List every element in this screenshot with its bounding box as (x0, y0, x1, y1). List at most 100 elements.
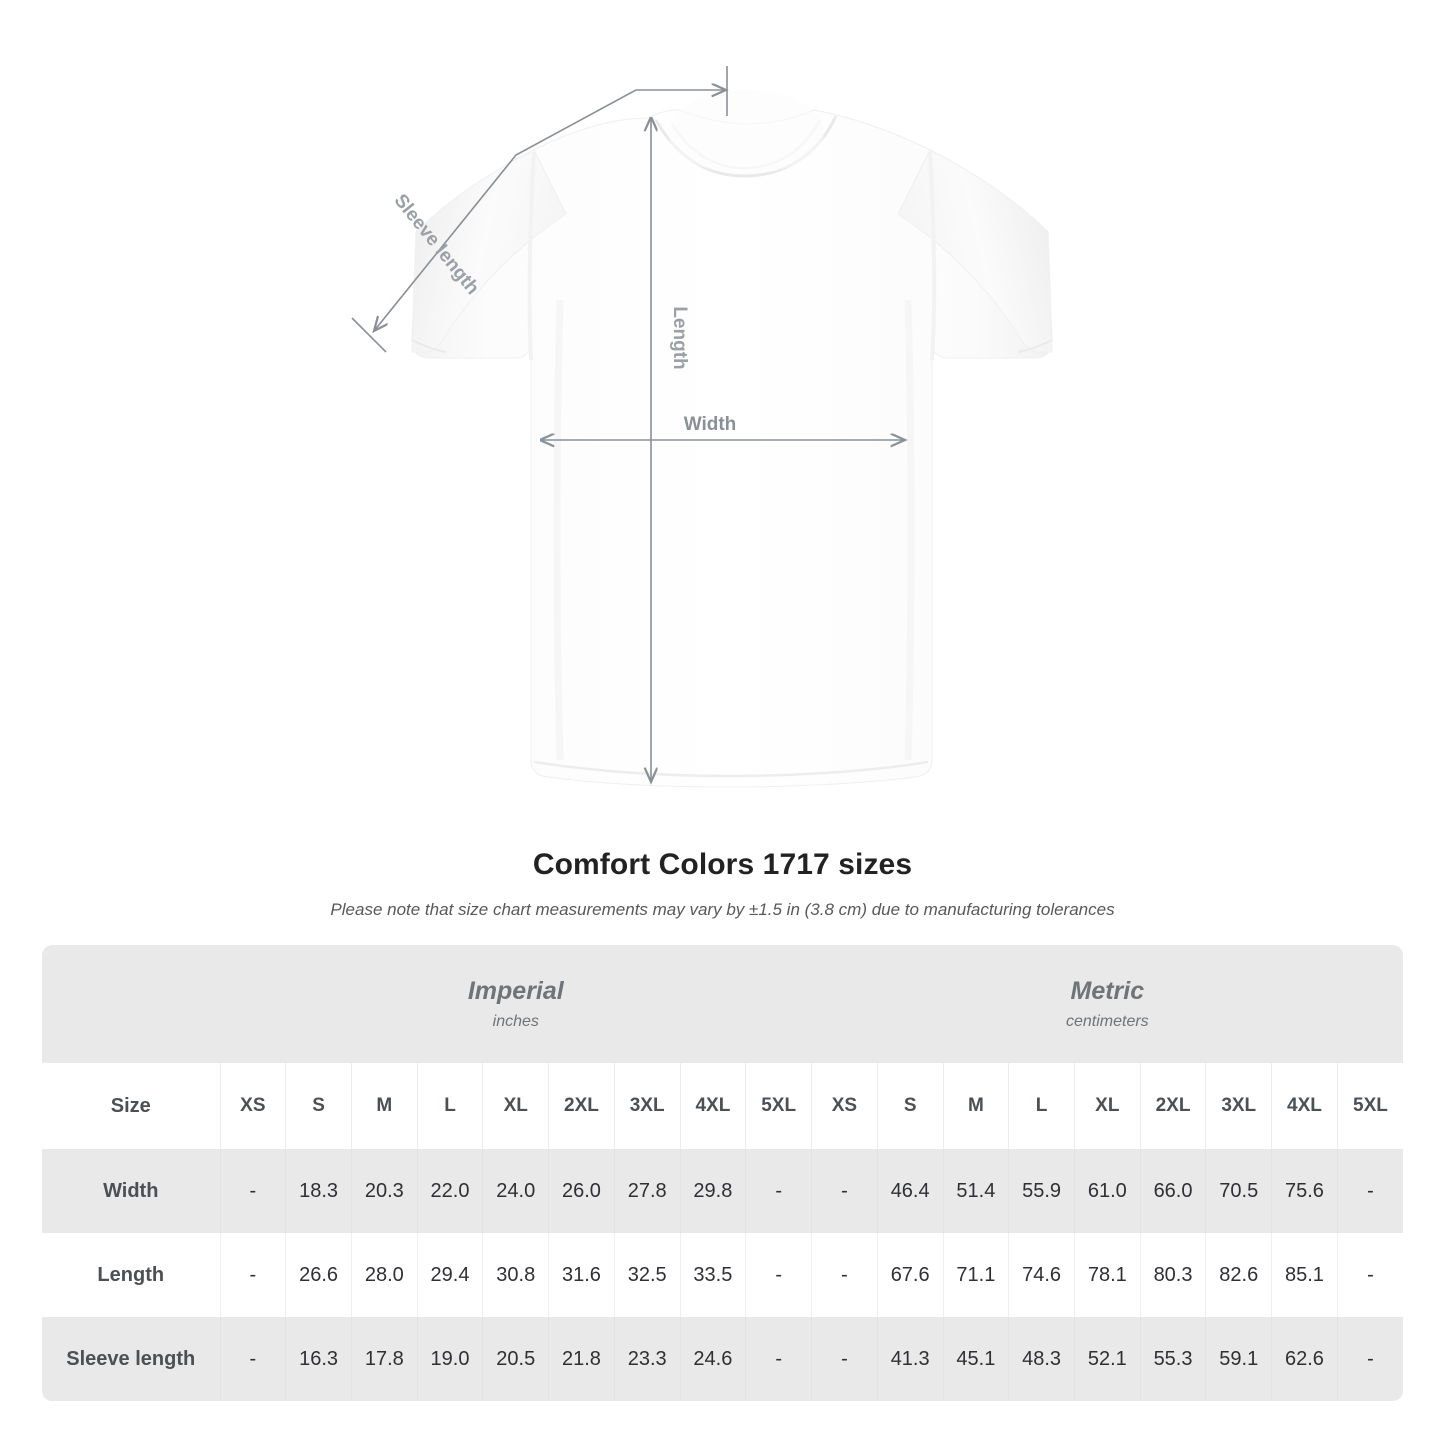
cell-imperial: 24.0 (482, 1149, 549, 1233)
size-header-metric-5xl: 5XL (1336, 1063, 1403, 1149)
cell-imperial: 28.0 (350, 1233, 418, 1317)
tshirt-shape (411, 90, 1053, 788)
cell-metric: 55.3 (1139, 1317, 1206, 1401)
cell-metric: 70.5 (1205, 1149, 1272, 1233)
cell-imperial: 16.3 (285, 1317, 352, 1401)
cell-imperial: 18.3 (285, 1149, 352, 1233)
unit-banner-spacer (42, 945, 220, 1063)
size-header-metric-3xl: 3XL (1205, 1063, 1272, 1149)
width-label: Width (684, 414, 737, 435)
cell-metric: 52.1 (1073, 1317, 1141, 1401)
size-header-imperial-m: M (350, 1063, 418, 1149)
unit-group-metric: Metric centimeters (811, 945, 1403, 1063)
cell-metric: - (811, 1233, 878, 1317)
cell-metric: 41.3 (876, 1317, 944, 1401)
cell-metric: 61.0 (1073, 1149, 1141, 1233)
size-header-imperial-xs: XS (219, 1063, 286, 1149)
cell-metric: 48.3 (1008, 1317, 1075, 1401)
cell-metric: 75.6 (1271, 1149, 1338, 1233)
sleeve-length-measure-line (374, 89, 637, 331)
cell-imperial: 30.8 (482, 1233, 549, 1317)
tshirt-armhole-left (527, 151, 536, 361)
cell-imperial: - (219, 1149, 286, 1233)
cell-imperial: - (745, 1149, 812, 1233)
cell-imperial: 26.6 (285, 1233, 352, 1317)
cell-metric: 74.6 (1008, 1233, 1075, 1317)
cell-metric: - (1336, 1317, 1403, 1401)
row-label-width: Width (42, 1149, 220, 1233)
cell-imperial: - (745, 1317, 812, 1401)
size-header-imperial-xl: XL (482, 1063, 549, 1149)
cell-imperial: 32.5 (613, 1233, 681, 1317)
size-chart-table: Imperial inches Metric centimeters Size XS S M L… (42, 945, 1403, 1401)
unit-group-subtitle: centimeters (1065, 1012, 1149, 1030)
cell-metric: - (811, 1317, 878, 1401)
cell-imperial: 19.0 (416, 1317, 483, 1401)
cell-metric: - (1336, 1149, 1403, 1233)
tshirt-right-sleeve (897, 149, 1053, 353)
size-header-imperial-2xl: 2XL (548, 1063, 615, 1149)
unit-group-name: Metric (1070, 976, 1145, 1005)
table-row: Length -26.6 28.0 29.4 30.8 31.6 32.5 33.5- -67.… (42, 1233, 1403, 1317)
row-label-length: Length (42, 1233, 220, 1317)
cell-metric: 82.6 (1205, 1233, 1272, 1317)
cell-metric: - (811, 1149, 878, 1233)
row-label-sleeve-length: Sleeve length (42, 1317, 220, 1401)
size-header-metric-l: L (1008, 1063, 1075, 1149)
cell-metric: 55.9 (1008, 1149, 1075, 1233)
cell-metric: 66.0 (1139, 1149, 1206, 1233)
tshirt-diagram-svg: Sleeve length Length Width (351, 66, 1053, 788)
cell-imperial: 21.8 (548, 1317, 615, 1401)
size-header-imperial-l: L (416, 1063, 483, 1149)
size-header-metric-s: S (876, 1063, 944, 1149)
cell-metric: 45.1 (942, 1317, 1009, 1401)
cell-imperial: - (219, 1233, 286, 1317)
size-header-metric-4xl: 4XL (1271, 1063, 1338, 1149)
size-header-imperial-s: S (285, 1063, 352, 1149)
tshirt-armhole-right (928, 151, 937, 361)
cell-imperial: - (745, 1233, 812, 1317)
cell-imperial: 33.5 (679, 1233, 746, 1317)
size-header-imperial-3xl: 3XL (613, 1063, 681, 1149)
cell-metric: - (1336, 1233, 1403, 1317)
tshirt-right-sleeve-hem (1017, 339, 1053, 353)
cell-imperial: 20.5 (482, 1317, 549, 1401)
cell-imperial: 23.3 (613, 1317, 681, 1401)
cell-metric: 80.3 (1139, 1233, 1206, 1317)
size-header-metric-xs: XS (811, 1063, 878, 1149)
cell-metric: 59.1 (1205, 1317, 1272, 1401)
cell-metric: 62.6 (1271, 1317, 1338, 1401)
tshirt-fold-shade-right (904, 299, 915, 761)
size-header-imperial-4xl: 4XL (679, 1063, 746, 1149)
tshirt-left-sleeve-hem (411, 339, 447, 353)
cell-metric: 78.1 (1073, 1233, 1141, 1317)
cell-metric: 51.4 (942, 1149, 1009, 1233)
length-label: Length (669, 306, 690, 369)
cell-imperial: 27.8 (613, 1149, 681, 1233)
tshirt-illustration: Sleeve length Length Width (351, 66, 1053, 788)
cell-imperial: 24.6 (679, 1317, 746, 1401)
title-block: Comfort Colors 1717 sizes Please note th… (0, 845, 1445, 921)
cell-imperial: 22.0 (416, 1149, 483, 1233)
unit-group-name: Imperial (467, 976, 564, 1005)
size-table-wrapper: Imperial inches Metric centimeters Size XS S M L… (42, 945, 1403, 1401)
tolerance-note: Please note that size chart measurements… (330, 900, 1115, 919)
tshirt-fold-shade-left (553, 299, 564, 761)
cell-imperial: - (219, 1317, 286, 1401)
cell-imperial: 17.8 (350, 1317, 418, 1401)
page-title: Comfort Colors 1717 sizes (532, 848, 913, 881)
sleeve-length-tick-bottom (351, 317, 387, 353)
table-row: Sleeve length -16.3 17.8 19.0 20.5 21.8 23.3 24… (42, 1317, 1403, 1401)
cell-metric: 67.6 (876, 1233, 944, 1317)
cell-metric: 71.1 (942, 1233, 1009, 1317)
cell-imperial: 20.3 (350, 1149, 418, 1233)
cell-imperial: 31.6 (548, 1233, 615, 1317)
unit-group-imperial: Imperial inches (220, 945, 812, 1063)
unit-banner-row: Imperial inches Metric centimeters (42, 945, 1403, 1063)
table-row: Width -18.3 20.3 22.0 24.0 26.0 27.8 29.8- -46.4… (42, 1149, 1403, 1233)
measurement-overlay (351, 66, 905, 782)
tshirt-collar-fill (668, 90, 824, 174)
unit-group-subtitle: inches (492, 1012, 539, 1030)
tshirt-bottom-hem (533, 760, 929, 778)
size-header-row: Size XS S M L XL 2XL 3XL 4XL 5XL XS S M L XL 2XL 3XL 4XL 5… (42, 1063, 1403, 1149)
